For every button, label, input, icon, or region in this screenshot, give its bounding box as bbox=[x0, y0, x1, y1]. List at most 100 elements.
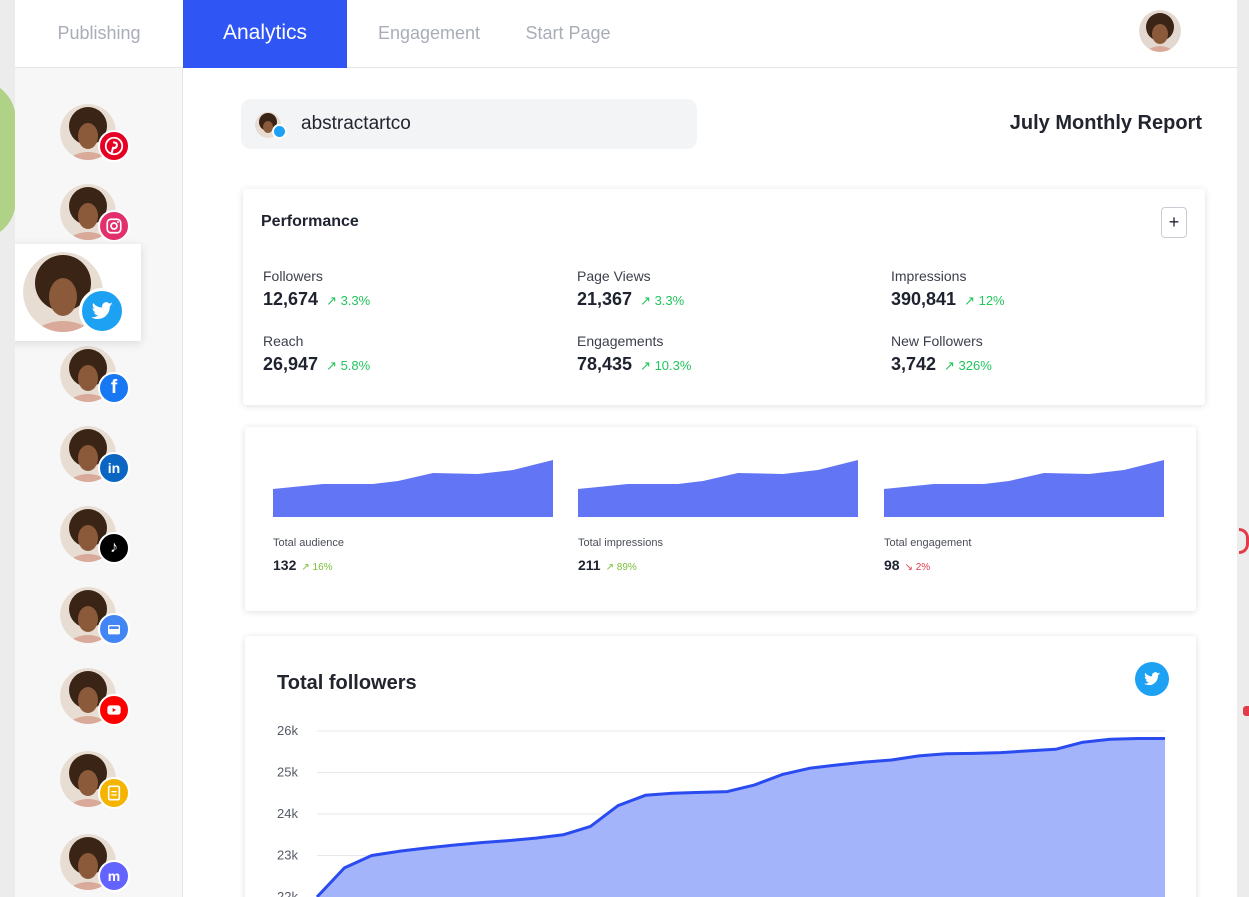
performance-title: Performance bbox=[261, 213, 359, 230]
y-tick-label: 23k bbox=[277, 848, 298, 863]
metric-reach: Reach 26,947 ↗ 5.8% bbox=[263, 333, 370, 375]
metric-delta: ↗ 5.8% bbox=[326, 358, 371, 373]
data-point bbox=[342, 866, 346, 870]
tab-publishing[interactable]: Publishing bbox=[57, 23, 141, 43]
data-point bbox=[753, 783, 757, 787]
metric-followers: Followers 12,674 ↗ 3.3% bbox=[263, 268, 370, 310]
account-twitter[interactable] bbox=[15, 244, 141, 341]
stat-delta: ↗ 16% bbox=[301, 562, 333, 573]
sparkline-impressions bbox=[578, 460, 858, 517]
followers-line bbox=[315, 737, 1165, 897]
sparkline-audience bbox=[273, 460, 553, 517]
metric-impressions: Impressions 390,841 ↗ 12% bbox=[891, 268, 1005, 310]
stat-delta: ↘ 2% bbox=[904, 562, 931, 573]
twitter-icon bbox=[79, 288, 125, 334]
stat-delta: ↗ 89% bbox=[605, 562, 637, 573]
background-decoration bbox=[1243, 706, 1249, 716]
followers-area bbox=[317, 738, 1165, 897]
y-tick-label: 22k bbox=[277, 889, 298, 897]
data-point bbox=[424, 846, 428, 850]
metric-value: 78,435 bbox=[577, 354, 633, 374]
metric-engagements: Engagements 78,435 ↗ 10.3% bbox=[577, 333, 691, 375]
linkedin-icon: in bbox=[98, 452, 130, 484]
account-name: abstractartco bbox=[301, 113, 411, 134]
data-point bbox=[1054, 747, 1058, 751]
metric-label: Reach bbox=[263, 333, 304, 349]
metric-delta: ↗ 326% bbox=[944, 358, 992, 373]
data-point bbox=[616, 804, 620, 808]
data-point bbox=[1136, 737, 1140, 741]
metric-delta: ↗ 3.3% bbox=[326, 293, 371, 308]
stat-total-engagement: 98 ↘ 2% bbox=[884, 557, 930, 573]
data-point bbox=[561, 833, 565, 837]
data-point bbox=[370, 854, 374, 858]
metric-page-views: Page Views 21,367 ↗ 3.3% bbox=[577, 268, 684, 310]
data-point bbox=[917, 754, 921, 758]
data-point bbox=[479, 841, 483, 845]
data-point bbox=[835, 763, 839, 767]
metric-label: Followers bbox=[263, 268, 323, 284]
stat-label: Total engagement bbox=[884, 537, 972, 549]
store-icon bbox=[98, 613, 130, 645]
data-point bbox=[589, 824, 593, 828]
tab-engagement[interactable]: Engagement bbox=[377, 23, 481, 43]
mastodon-icon: m bbox=[98, 860, 130, 892]
data-point bbox=[1108, 737, 1112, 741]
stat-total-impressions: 211 ↗ 89% bbox=[578, 557, 637, 573]
data-point bbox=[890, 758, 894, 762]
twitter-icon[interactable] bbox=[1135, 662, 1169, 696]
metric-value: 390,841 bbox=[891, 289, 957, 309]
data-point bbox=[452, 843, 456, 847]
stat-value: 211 bbox=[578, 557, 601, 573]
top-nav: Publishing Analytics Engagement Start Pa… bbox=[15, 0, 1237, 68]
metric-delta: ↗ 12% bbox=[964, 293, 1005, 308]
data-point bbox=[944, 752, 948, 756]
page-icon bbox=[98, 777, 130, 809]
stat-value: 132 bbox=[273, 557, 297, 573]
stat-label: Total impressions bbox=[578, 537, 663, 549]
data-point bbox=[507, 839, 511, 843]
twitter-icon bbox=[272, 124, 287, 139]
data-point bbox=[1081, 740, 1085, 744]
metric-value: 3,742 bbox=[891, 354, 937, 374]
data-point bbox=[671, 791, 675, 795]
tab-start-page[interactable]: Start Page bbox=[525, 23, 611, 43]
data-point bbox=[972, 751, 976, 755]
data-point bbox=[999, 751, 1003, 755]
data-point bbox=[780, 773, 784, 777]
background-decoration bbox=[1239, 528, 1249, 554]
analytics-app: Publishing Analytics Engagement Start Pa… bbox=[15, 0, 1237, 897]
stat-label: Total audience bbox=[273, 537, 344, 549]
metric-label: Engagements bbox=[577, 333, 664, 349]
y-tick-label: 24k bbox=[277, 806, 298, 821]
metric-value: 21,367 bbox=[577, 289, 633, 309]
performance-card: Performance + Followers 12,674 ↗ 3.3% Pag… bbox=[243, 189, 1205, 405]
pinterest-icon bbox=[98, 130, 130, 162]
tab-analytics[interactable]: Analytics bbox=[183, 0, 347, 68]
user-avatar[interactable] bbox=[1139, 10, 1181, 52]
sparkline-engagement bbox=[884, 460, 1164, 517]
data-point bbox=[1026, 749, 1030, 753]
summary-stats-card: Total audience 132 ↗ 16% Total impression… bbox=[245, 427, 1196, 611]
metric-delta: ↗ 3.3% bbox=[640, 293, 685, 308]
y-tick-label: 25k bbox=[277, 765, 298, 780]
metric-label: Impressions bbox=[891, 268, 967, 284]
data-point bbox=[534, 836, 538, 840]
followers-chart: 26k 25k 24k 23k 22k bbox=[277, 723, 1165, 897]
total-followers-card: Total followers 26k 25k 24k 23k 22k bbox=[245, 636, 1196, 897]
metric-new-followers: New Followers 3,742 ↗ 326% bbox=[891, 333, 992, 375]
account-selector[interactable]: abstractartco bbox=[241, 99, 697, 149]
tiktok-icon: ♪ bbox=[98, 532, 130, 564]
data-point bbox=[643, 793, 647, 797]
metric-value: 26,947 bbox=[263, 354, 319, 374]
data-point bbox=[698, 790, 702, 794]
chart-title: Total followers bbox=[277, 672, 417, 694]
background-decoration bbox=[0, 80, 16, 240]
y-tick-label: 26k bbox=[277, 723, 298, 738]
data-point bbox=[725, 790, 729, 794]
avatar bbox=[60, 834, 116, 890]
add-button[interactable]: + bbox=[1161, 207, 1187, 238]
facebook-icon: f bbox=[98, 372, 130, 404]
data-point bbox=[397, 849, 401, 853]
data-point bbox=[807, 766, 811, 770]
